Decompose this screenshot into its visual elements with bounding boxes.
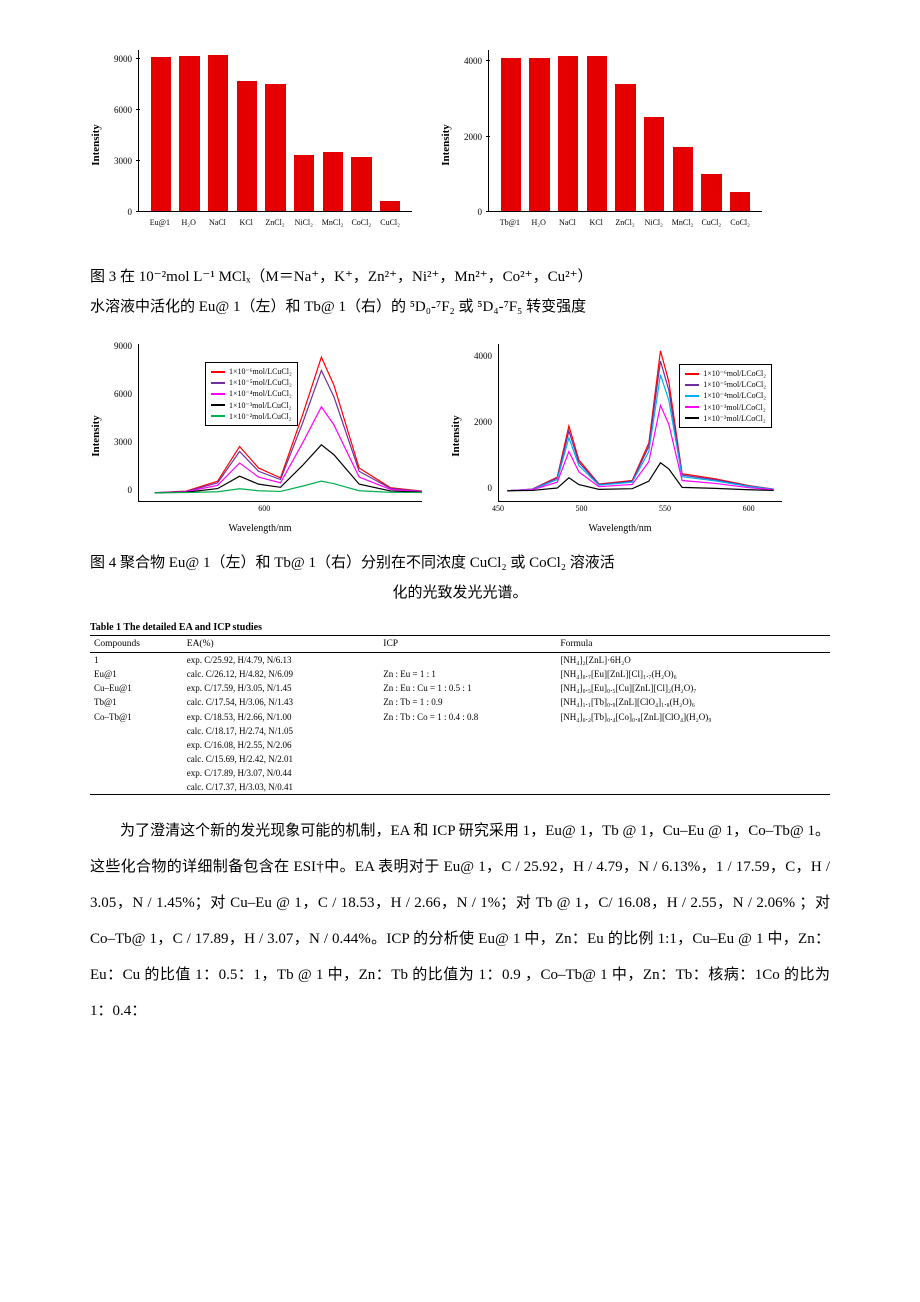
- table-row: 1exp. C/25.92, H/4.79, N/6.13[NH₄]₂[ZnL]…: [90, 653, 830, 668]
- fig4-charts: Intensity 0300060009000 1×10⁻⁶mol/LCuCl₂…: [90, 336, 830, 536]
- fig4-caption-line1: 图 4 聚合物 Eu@ 1（左）和 Tb@ 1（右）分别在不同浓度 CuCl₂ …: [90, 555, 615, 571]
- bar: [351, 157, 371, 211]
- fig3-left-chart: Intensity 0300060009000 Eu@1H₂ONaClKClZn…: [90, 40, 420, 250]
- bar: [587, 56, 607, 211]
- table-row: Cu–Eu@1exp. C/17.59, H/3.05, N/1.45Zn : …: [90, 681, 830, 695]
- bar: [501, 58, 521, 212]
- bar: [615, 84, 635, 211]
- fig4-left-chart: Intensity 0300060009000 1×10⁻⁶mol/LCuCl₂…: [90, 336, 430, 536]
- table-header: Formula: [556, 636, 830, 653]
- bar: [179, 56, 199, 211]
- bar: [644, 117, 664, 211]
- table-row: Tb@1calc. C/17.54, H/3.06, N/1.43Zn : Tb…: [90, 695, 830, 709]
- legend-item: 1×10⁻⁴mol/LCoCl₂: [685, 390, 766, 401]
- legend-item: 1×10⁻⁴mol/LCuCl₂: [211, 388, 292, 399]
- fig3-charts: Intensity 0300060009000 Eu@1H₂ONaClKClZn…: [90, 40, 830, 250]
- bar: [323, 152, 343, 211]
- fig4-right-xlabel: Wavelength/nm: [588, 523, 651, 534]
- table-row: Eu@1calc. C/26.12, H/4.82, N/6.09Zn : Eu…: [90, 667, 830, 681]
- fig3-right-chart: Intensity 020004000 Tb@1H₂ONaClKClZnCl₂N…: [440, 40, 770, 250]
- fig3-caption: 图 3 在 10⁻²mol L⁻¹ MClₓ（M＝Na⁺，K⁺，Zn²⁺，Ni²…: [90, 262, 830, 322]
- fig3-caption-line2: 水溶液中活化的 Eu@ 1（左）和 Tb@ 1（右）的 ⁵D₀-⁷F₂ 或 ⁵D…: [90, 299, 586, 315]
- legend-item: 1×10⁻⁵mol/LCoCl₂: [685, 379, 766, 390]
- table-header: Compounds: [90, 636, 183, 653]
- legend-item: 1×10⁻⁵mol/LCuCl₂: [211, 377, 292, 388]
- fig4-right-legend: 1×10⁻⁶mol/LCoCl₂1×10⁻⁵mol/LCoCl₂1×10⁻⁴mo…: [679, 364, 772, 428]
- legend-item: 1×10⁻⁶mol/LCoCl₂: [685, 368, 766, 379]
- table-row: exp. C/17.89, H/3.07, N/0.44: [90, 766, 830, 780]
- bar: [730, 192, 750, 211]
- fig4-left-xlabel: Wavelength/nm: [228, 523, 291, 534]
- legend-item: 1×10⁻²mol/LCoCl₂: [685, 413, 766, 424]
- bar: [673, 147, 693, 211]
- table1: CompoundsEA(%)ICPFormula 1exp. C/25.92, …: [90, 635, 830, 795]
- bar: [265, 84, 285, 211]
- table-row: Co–Tb@1exp. C/18.53, H/2.66, N/1.00Zn : …: [90, 710, 830, 724]
- table-row: calc. C/18.17, H/2.74, N/1.05: [90, 724, 830, 738]
- bar: [208, 55, 228, 211]
- table-row: exp. C/16.08, H/2.55, N/2.06: [90, 738, 830, 752]
- table-header: EA(%): [183, 636, 380, 653]
- legend-item: 1×10⁻⁶mol/LCuCl₂: [211, 366, 292, 377]
- table-header: ICP: [379, 636, 556, 653]
- bar: [294, 155, 314, 211]
- table-row: calc. C/15.69, H/2.42, N/2.01: [90, 752, 830, 766]
- bar: [380, 201, 400, 211]
- table1-title: Table 1 The detailed EA and ICP studies: [90, 622, 830, 633]
- fig4-left-legend: 1×10⁻⁶mol/LCuCl₂1×10⁻⁵mol/LCuCl₂1×10⁻⁴mo…: [205, 362, 298, 426]
- body-paragraph: 为了澄清这个新的发光现象可能的机制，EA 和 ICP 研究采用 1，Eu@ 1，…: [90, 813, 830, 1029]
- legend-item: 1×10⁻²mol/LCuCl₂: [211, 411, 292, 422]
- bar: [529, 58, 549, 212]
- table-row: calc. C/17.37, H/3.03, N/0.41: [90, 780, 830, 794]
- fig3-caption-line1: 图 3 在 10⁻²mol L⁻¹ MClₓ（M＝Na⁺，K⁺，Zn²⁺，Ni²…: [90, 269, 593, 285]
- fig4-right-chart: Intensity 020004000 1×10⁻⁶mol/LCoCl₂1×10…: [450, 336, 790, 536]
- bar: [701, 174, 721, 211]
- legend-item: 1×10⁻³mol/LCoCl₂: [685, 402, 766, 413]
- legend-item: 1×10⁻³mol/LCuCl₂: [211, 400, 292, 411]
- bar: [237, 81, 257, 211]
- bar: [558, 56, 578, 211]
- bar: [151, 57, 171, 211]
- fig4-caption: 图 4 聚合物 Eu@ 1（左）和 Tb@ 1（右）分别在不同浓度 CuCl₂ …: [90, 548, 830, 608]
- fig4-caption-line2: 化的光致发光光谱。: [392, 585, 527, 601]
